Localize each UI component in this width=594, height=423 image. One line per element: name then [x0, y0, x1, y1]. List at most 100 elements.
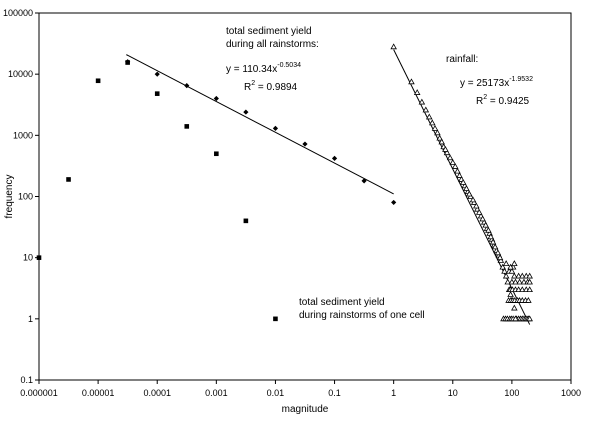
x-axis-label: magnitude	[282, 404, 329, 415]
point-triangle	[422, 106, 430, 113]
point-square	[214, 151, 219, 157]
point-triangle	[512, 315, 519, 322]
point-triangle	[489, 238, 497, 245]
point-triangle	[519, 272, 526, 279]
equation-rainfall-exponent: -1.9532	[509, 76, 533, 83]
point-triangle	[494, 249, 502, 256]
equation-all-rainstorms-base: y = 110.34x	[226, 64, 277, 75]
point-square	[154, 91, 160, 96]
point-triangle	[408, 78, 415, 85]
data-points	[36, 43, 533, 322]
point-triangle	[496, 254, 504, 261]
point-diamond	[213, 95, 219, 102]
y-tick-label: 1	[28, 314, 33, 324]
x-tick-label: 0.000001	[20, 388, 58, 398]
y-tick-label: 100	[18, 192, 33, 202]
point-triangle	[516, 278, 523, 285]
x-tick-label: 100	[504, 388, 519, 398]
y-tick-label: 10	[23, 253, 33, 263]
point-triangle	[507, 291, 514, 297]
point-triangle	[434, 129, 441, 136]
y-tick-label: 100000	[3, 8, 33, 18]
point-square	[125, 60, 130, 65]
point-square	[36, 255, 42, 260]
x-tick-label: 0.1	[328, 388, 341, 398]
trendline-0	[126, 54, 394, 195]
plot-area	[38, 12, 572, 381]
x-tick-label: 0.01	[267, 388, 285, 398]
point-triangle	[463, 185, 470, 191]
point-diamond	[391, 199, 397, 206]
equation-rainfall-text: y = 25173x-1.9532	[460, 76, 533, 89]
r2-all-rainstorms-sup: 2	[251, 80, 255, 87]
point-triangle	[526, 286, 533, 293]
point-triangle	[425, 113, 433, 120]
r2-all-rainstorms-value: = 0.9894	[255, 82, 297, 93]
r2-all-rainstorms-r: R	[244, 82, 251, 93]
point-diamond	[272, 125, 279, 131]
point-triangle	[491, 243, 499, 250]
point-triangle	[526, 315, 533, 322]
x-tick-label: 0.001	[205, 388, 228, 398]
point-triangle	[511, 304, 518, 311]
point-triangle	[519, 286, 526, 293]
point-triangle	[449, 159, 457, 165]
point-triangle	[479, 215, 486, 222]
point-triangle	[508, 267, 516, 274]
point-triangle	[436, 134, 443, 141]
point-diamond	[302, 141, 308, 147]
point-triangle	[469, 196, 477, 203]
r2-rainfall-r: R	[476, 96, 483, 107]
point-triangle	[442, 145, 449, 152]
equation-rainfall: y = 25173x-1.9532 R2 = 0.9425	[460, 76, 533, 107]
equation-all-rainstorms-exponent: -0.5034	[277, 62, 301, 69]
point-triangle	[482, 221, 489, 228]
annotation-all-rainstorms: total sediment yield during all rainstor…	[226, 26, 319, 50]
x-axis-ticks: 0.000001 0.00001 0.0001 0.001 0.01 0.1 1 10 100 1…	[20, 380, 581, 398]
point-triangle	[511, 272, 518, 279]
annotation-all-rainstorms-line2: during all rainstorms:	[226, 39, 319, 50]
point-diamond	[331, 155, 338, 161]
point-triangle	[413, 89, 421, 95]
point-square	[66, 177, 71, 182]
x-tick-label: 0.0001	[143, 388, 171, 398]
trendline-1	[393, 49, 531, 325]
point-triangle	[465, 190, 473, 197]
y-axis-label: frequency	[4, 175, 15, 219]
point-triangle	[485, 226, 492, 233]
point-square	[273, 316, 278, 322]
point-triangle	[454, 167, 461, 174]
point-triangle	[502, 272, 510, 279]
x-tick-label: 1000	[561, 388, 581, 398]
point-triangle	[487, 233, 495, 240]
point-diamond	[361, 178, 367, 184]
point-triangle	[511, 260, 518, 266]
x-tick-label: 1	[391, 388, 396, 398]
x-tick-label: 10	[448, 388, 458, 398]
point-triangle	[525, 297, 532, 303]
point-diamond	[184, 83, 190, 89]
point-triangle	[501, 267, 508, 274]
r2-all-rainstorms-text: R2 = 0.9894	[244, 80, 298, 93]
point-triangle	[512, 278, 519, 285]
point-triangle	[526, 278, 533, 285]
point-triangle	[526, 272, 533, 279]
y-tick-label: 0.1	[20, 375, 33, 385]
point-triangle	[502, 260, 510, 266]
point-triangle	[390, 43, 397, 50]
annotation-one-cell-line1: total sediment yield	[299, 297, 385, 308]
point-triangle	[475, 208, 483, 215]
equation-all-rainstorms-text: y = 110.34x-0.5034	[226, 62, 301, 75]
point-square	[184, 124, 190, 129]
r2-rainfall-sup: 2	[483, 94, 487, 101]
annotation-rainfall: rainfall:	[446, 54, 478, 65]
annotation-all-rainstorms-line1: total sediment yield	[226, 26, 312, 37]
point-triangle	[438, 138, 446, 145]
point-triangle	[431, 124, 439, 131]
point-triangle	[507, 263, 514, 270]
point-triangle	[418, 98, 426, 105]
equation-all-rainstorms: y = 110.34x-0.5034 R2 = 0.9894	[226, 62, 301, 93]
x-tick-label: 0.00001	[82, 388, 115, 398]
point-triangle	[504, 278, 512, 285]
equation-rainfall-base: y = 25173x	[460, 78, 509, 89]
